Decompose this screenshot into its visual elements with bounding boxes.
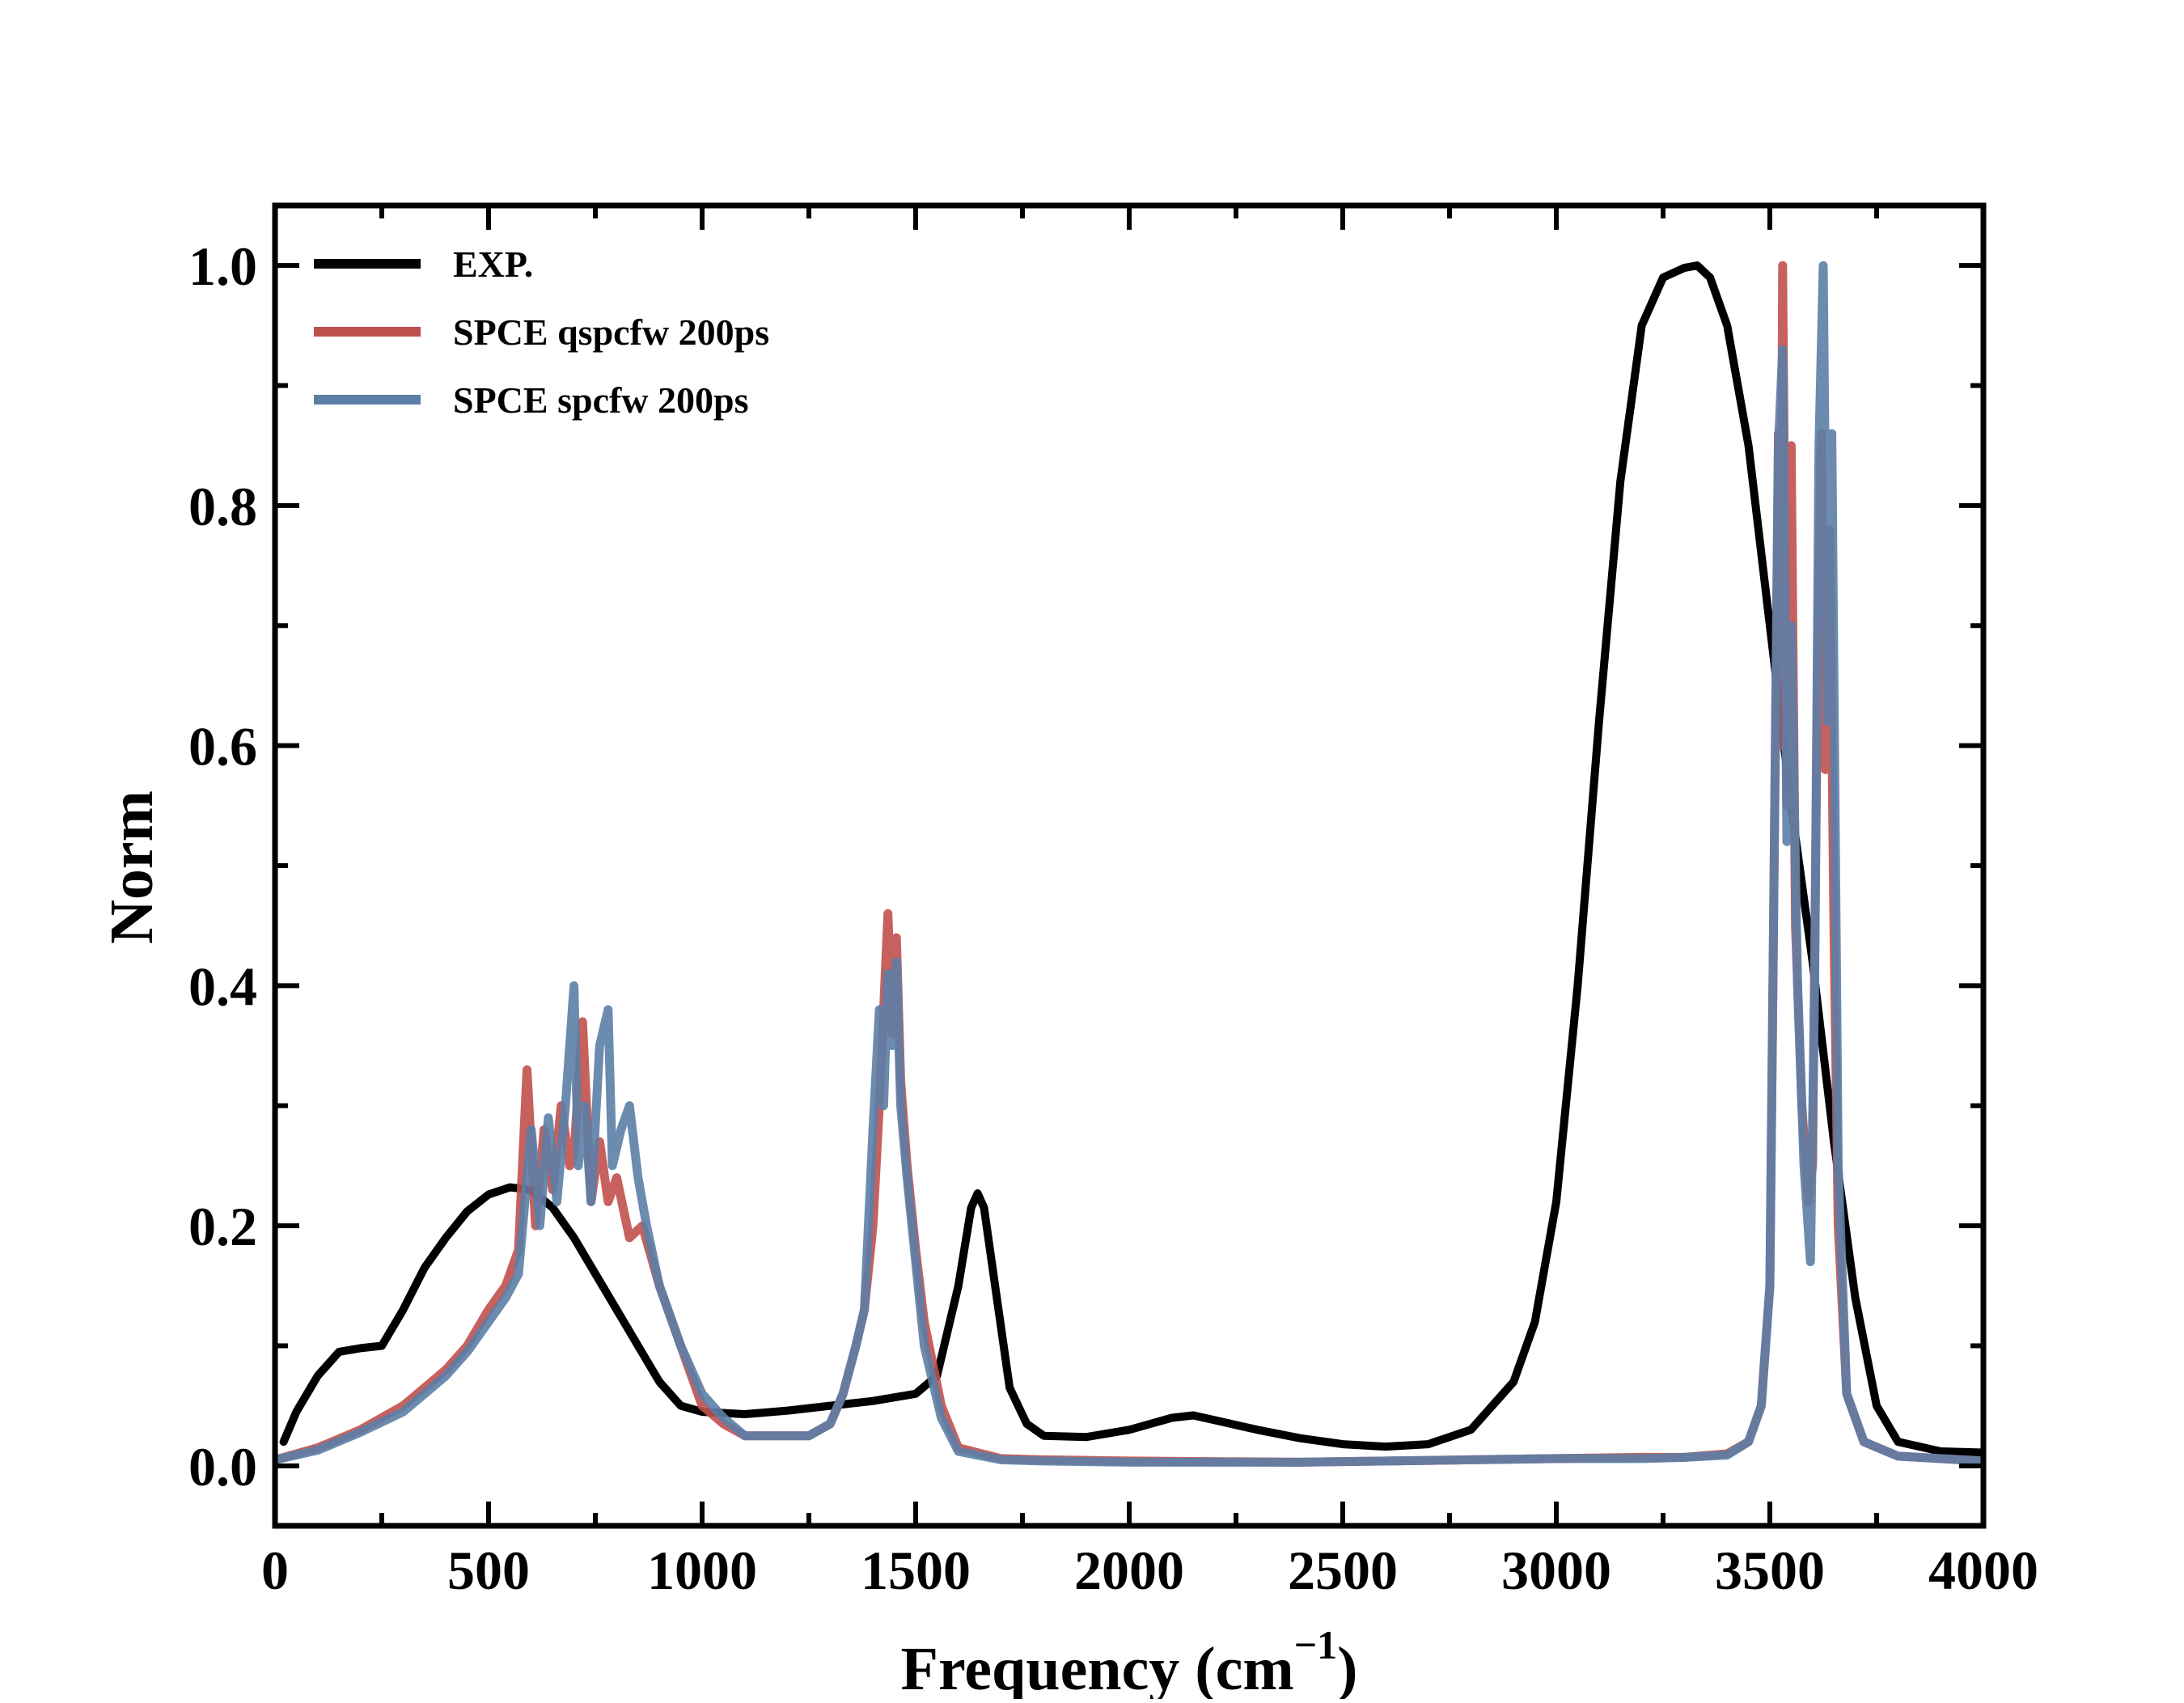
y-axis-label: Norm (98, 790, 166, 944)
legend-label: SPCE spcfw 200ps (453, 379, 749, 421)
legend-label: EXP. (453, 244, 533, 285)
y-tick-label: 0.4 (188, 955, 257, 1017)
tick-labels-layer: 0 500 1000 1500 2000 2500 3000 3500 4000 0.0 0.2 0.… (188, 235, 2038, 1601)
x-axis-label-superscript: −1 (1294, 1622, 1338, 1667)
y-tick-label: 0.0 (188, 1436, 257, 1498)
series-layer (275, 261, 1983, 1467)
y-tick-label: 0.2 (188, 1196, 257, 1257)
legend-label: SPCE qspcfw 200ps (453, 311, 769, 353)
x-axis-label-main: Frequency (cm (901, 1635, 1294, 1699)
legend: EXP. SPCE qspcfw 200ps SPCE spcfw 200ps (314, 244, 769, 421)
x-tick-label: 0 (261, 1540, 289, 1601)
y-tick-label: 1.0 (188, 235, 257, 297)
x-tick-label: 4000 (1928, 1540, 2038, 1601)
x-tick-label: 1000 (647, 1540, 757, 1601)
x-tick-label: 500 (447, 1540, 530, 1601)
y-tick-label: 0.8 (188, 476, 257, 537)
x-axis-label-close: ) (1337, 1635, 1357, 1699)
series-line-3 (275, 261, 1983, 1467)
x-tick-label: 3000 (1501, 1540, 1611, 1601)
x-tick-label: 2000 (1074, 1540, 1184, 1601)
series-line-1 (279, 261, 1983, 1457)
x-tick-label: 2500 (1288, 1540, 1398, 1601)
x-axis-label: Frequency (cm−1) (901, 1622, 1358, 1699)
y-tick-label: 0.6 (188, 716, 257, 777)
x-tick-label: 1500 (861, 1540, 971, 1601)
ticks-layer (273, 205, 1986, 1526)
x-tick-label: 3500 (1715, 1540, 1825, 1601)
